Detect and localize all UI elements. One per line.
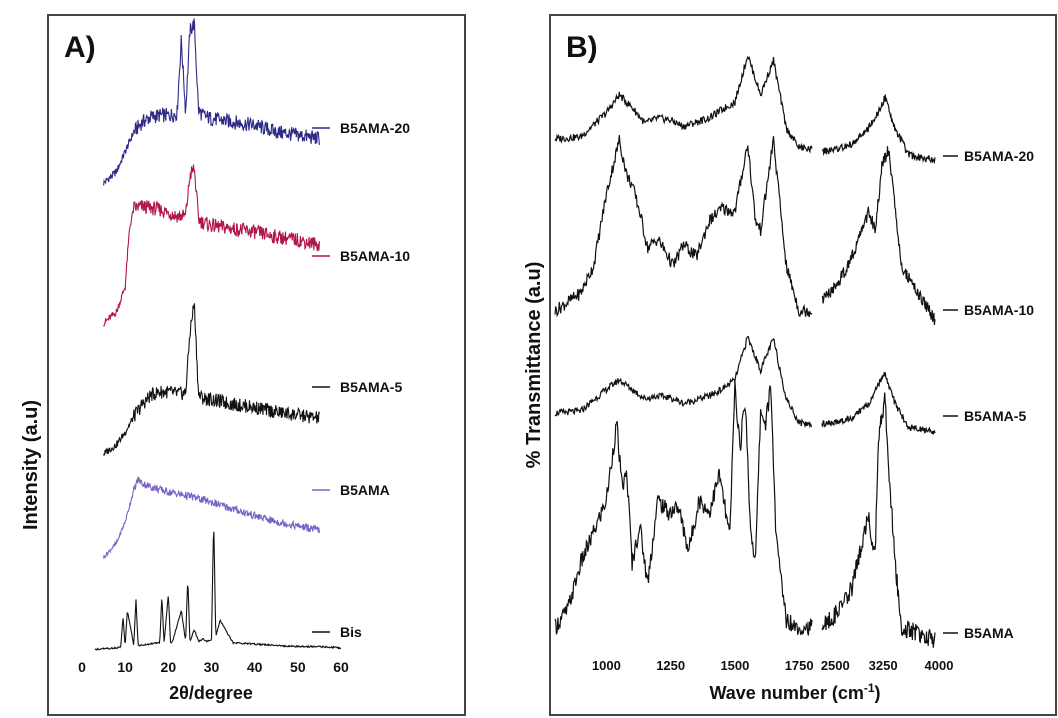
panel-b: B) % Transmittance (a.u) Wave number (cm… xyxy=(523,14,1057,716)
panel-a-xtick-50: 50 xyxy=(290,659,306,675)
panel-b-xlabel-sup: -1 xyxy=(864,681,875,695)
panel-b-xticks: 1000 1250 1500 1750 2500 3250 4000 xyxy=(592,658,954,673)
panel-b-frame xyxy=(549,14,1057,716)
panel-a-xlabel: 2θ/degree xyxy=(169,683,253,703)
panel-a-xtick-10: 10 xyxy=(117,659,133,675)
panel-b-xtick-1250: 1250 xyxy=(656,658,685,673)
panel-b-xlabel-close: ) xyxy=(875,683,881,703)
panel-b-series xyxy=(554,55,936,648)
series-line-b5ama-10 xyxy=(103,164,320,327)
series-label-b5ama-20: B5AMA-20 xyxy=(340,120,410,136)
series-line-b5ama-10-low xyxy=(554,134,813,318)
series-line-b5ama-20 xyxy=(103,18,320,186)
series-line-bis xyxy=(94,531,341,651)
panel-a-ylabel: Intensity (a.u) xyxy=(20,400,42,530)
panel-b-xtick-4000: 4000 xyxy=(925,658,954,673)
series-label-b-b5ama-5: B5AMA-5 xyxy=(964,408,1026,424)
panel-a-xtick-20: 20 xyxy=(161,659,177,675)
series-label-b5ama-5: B5AMA-5 xyxy=(340,379,402,395)
series-label-bis: Bis xyxy=(340,624,362,640)
panel-b-xlabel: Wave number (cm-1) xyxy=(709,681,880,703)
series-line-b5ama-high xyxy=(821,392,936,648)
panel-b-xtick-2500: 2500 xyxy=(821,658,850,673)
series-line-b5ama xyxy=(103,476,320,559)
series-label-b-b5ama: B5AMA xyxy=(964,625,1014,641)
panel-b-xtick-1750: 1750 xyxy=(785,658,814,673)
series-label-b5ama: B5AMA xyxy=(340,482,390,498)
panel-b-series-labels: B5AMA-20 B5AMA-10 B5AMA-5 B5AMA xyxy=(943,148,1034,641)
series-line-b5ama-5-low xyxy=(554,335,813,429)
panel-a-xtick-60: 60 xyxy=(333,659,349,675)
panel-b-xtick-1000: 1000 xyxy=(592,658,621,673)
panel-b-xlabel-main: Wave number (cm xyxy=(709,683,863,703)
panel-a-series xyxy=(94,18,341,651)
panel-a: A) Intensity (a.u) 2θ/degree 0 10 20 30 40 50… xyxy=(20,14,466,716)
panel-a-xtick-0: 0 xyxy=(78,659,86,675)
series-line-b5ama-5-high xyxy=(821,371,936,435)
series-line-b5ama-20-low xyxy=(554,55,813,154)
series-label-b-b5ama-20: B5AMA-20 xyxy=(964,148,1034,164)
panel-b-xtick-1500: 1500 xyxy=(720,658,749,673)
series-label-b-b5ama-10: B5AMA-10 xyxy=(964,302,1034,318)
panel-a-xticks: 0 10 20 30 40 50 60 xyxy=(78,659,349,675)
panel-a-letter: A) xyxy=(64,31,96,64)
panel-b-xtick-3250: 3250 xyxy=(869,658,898,673)
panel-b-letter: B) xyxy=(566,31,598,64)
series-line-b5ama-10-high xyxy=(821,146,936,326)
series-line-b5ama-20-high xyxy=(821,94,936,165)
panel-a-series-labels: B5AMA-20 B5AMA-10 B5AMA-5 B5AMA Bis xyxy=(312,120,410,640)
series-label-b5ama-10: B5AMA-10 xyxy=(340,248,410,264)
series-line-b5ama-5 xyxy=(103,303,320,456)
panel-a-xtick-40: 40 xyxy=(247,659,263,675)
panel-a-frame xyxy=(47,14,466,716)
panel-a-xtick-30: 30 xyxy=(204,659,220,675)
series-line-b5ama-low xyxy=(554,380,813,636)
panel-b-ylabel: % Transmittance (a.u) xyxy=(523,262,545,469)
